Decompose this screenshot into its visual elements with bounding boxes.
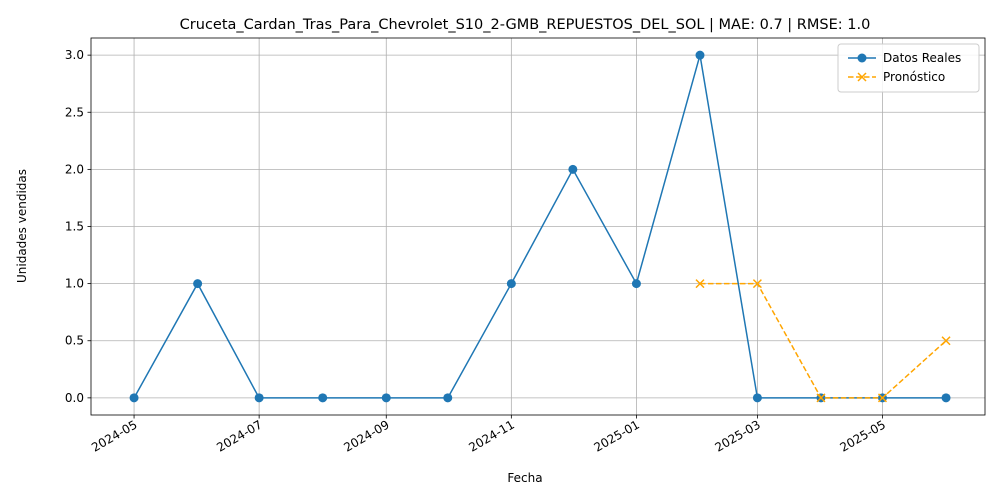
x-axis-label: Fecha [507,471,542,485]
x-tick-label: 2025-03 [712,417,762,454]
data-point-datos-reales [695,50,705,60]
y-tick-label: 0.0 [65,391,84,405]
legend-label-pronostico: Pronóstico [883,70,945,84]
grid-lines [91,38,985,415]
y-tick-label: 1.5 [65,220,84,234]
x-tick-label: 2024-07 [214,417,264,454]
x-tick-label: 2024-05 [89,417,139,454]
y-tick-label: 2.0 [65,162,84,176]
legend-marker-pronostico [857,72,867,82]
x-tick-label: 2025-05 [838,417,888,454]
data-point-datos-reales [506,279,516,289]
x-tick-label: 2024-11 [466,417,516,454]
data-point-datos-reales [941,393,951,403]
legend-marker-datos-reales [857,53,867,63]
series-layer [129,50,951,403]
data-point-datos-reales [193,279,203,289]
data-point-pronostico [816,393,826,403]
data-point-pronostico [695,279,705,289]
data-point-pronostico [941,336,951,346]
y-axis: 0.0 0.5 1.0 1.5 2.0 2.5 3.0 [65,48,91,405]
data-point-datos-reales [254,393,264,403]
x-tick-label: 2024-09 [341,417,391,454]
series-line-datos-reales [133,54,946,399]
y-tick-label: 2.5 [65,105,84,119]
legend-box [837,43,980,93]
data-point-datos-reales [752,393,762,403]
x-tick-label: 2025-01 [591,417,641,454]
data-point-datos-reales [129,393,139,403]
legend: Datos Reales Pronóstico [837,43,980,93]
data-point-datos-reales [631,279,641,289]
data-point-datos-reales [318,393,328,403]
data-point-datos-reales [381,393,391,403]
data-point-pronostico [877,393,888,403]
data-point-datos-reales [443,393,453,403]
data-point-pronostico [752,279,762,289]
y-axis-label: Unidades vendidas [15,169,29,283]
y-tick-label: 1.0 [65,277,84,291]
y-tick-label: 0.5 [65,334,84,348]
chart-title: Cruceta_Cardan_Tras_Para_Chevrolet_S10_2… [180,17,871,33]
legend-label-datos-reales: Datos Reales [883,51,961,65]
data-point-datos-reales [568,164,578,174]
x-axis: 2024-05 2024-07 2024-09 2024-11 2025-01 2025-… [89,415,888,455]
y-tick-label: 3.0 [65,48,84,62]
